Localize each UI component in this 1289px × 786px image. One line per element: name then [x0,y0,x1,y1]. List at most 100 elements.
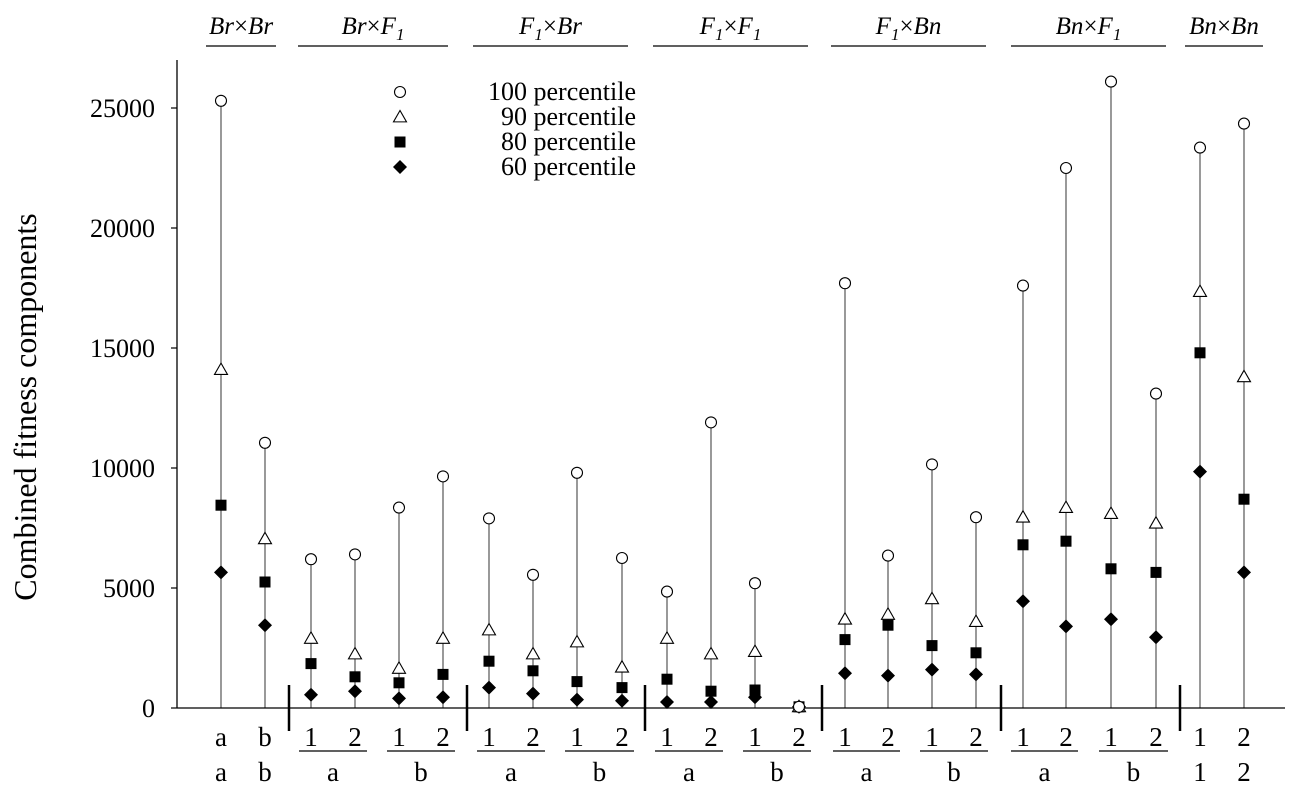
point-100-percentile [348,548,362,561]
point-60-percentile [304,687,318,702]
point-60-percentile [1016,594,1030,609]
point-90-percentile [481,622,497,636]
x-tick-label: b [258,722,272,752]
data-marks [213,75,1252,714]
point-90-percentile [968,613,984,628]
subgroup-label: b [593,757,607,786]
x-tick-label: 2 [704,722,718,752]
legend-marker [393,160,407,174]
x-tick-label: 1 [748,722,762,752]
subgroup-label: a [861,757,873,786]
point-100-percentile [526,568,540,581]
point-60-percentile [1149,630,1163,645]
point-80-percentile [1017,539,1029,551]
point-60-percentile [1104,612,1118,627]
point-100-percentile [304,553,318,566]
subgroup-label: a [327,757,339,786]
point-80-percentile [1105,563,1117,575]
point-90-percentile [347,646,363,660]
point-100-percentile [704,416,718,429]
x-tick-label-row2: 1 [1193,757,1207,786]
point-80-percentile [259,576,271,588]
point-100-percentile [392,501,406,514]
x-tick-label: 2 [436,722,450,752]
x-tick-label: 2 [969,722,983,752]
point-80-percentile [1238,493,1250,505]
x-tick-label: 1 [1193,722,1207,752]
subgroup-label: b [414,757,428,786]
point-90-percentile [303,630,319,644]
point-100-percentile [1104,75,1118,88]
point-100-percentile [482,512,496,525]
point-80-percentile [1060,535,1072,547]
point-90-percentile [659,630,675,644]
x-tick-label: 1 [838,722,852,752]
point-90-percentile [1148,515,1164,529]
subgroup-label: a [1039,757,1051,786]
x-tick-label: 1 [570,722,584,752]
subgroup-label: a [683,757,695,786]
x-tick-label: 2 [1237,722,1251,752]
subgroup-label: a [505,757,517,786]
subgroup-label: b [1127,757,1141,786]
point-80-percentile [661,673,673,685]
legend-label: 100 percentile [488,77,636,106]
subgroup-label: b [947,757,961,786]
y-tick-label: 10000 [90,454,155,483]
point-80-percentile [1194,347,1206,359]
point-100-percentile [1059,161,1073,175]
point-90-percentile [525,646,541,660]
point-90-percentile [391,660,407,674]
point-60-percentile [969,667,983,682]
point-100-percentile [660,585,674,598]
point-90-percentile [435,630,451,644]
group-title: Br×F1 [342,13,405,44]
y-tick-label: 5000 [103,574,155,603]
x-tick-label: 1 [925,722,939,752]
x-tick-label: 2 [881,722,895,752]
point-80-percentile [393,677,405,689]
point-60-percentile [1059,619,1073,634]
y-tick-label: 15000 [90,334,155,363]
point-100-percentile [615,551,629,565]
point-60-percentile [881,668,895,683]
y-tick-label: 25000 [90,94,155,123]
group-title: Br×Br [209,13,273,40]
x-tick-label: a [215,722,227,752]
point-80-percentile [616,682,628,694]
legend-label: 90 percentile [501,102,636,131]
point-80-percentile [882,619,894,631]
point-90-percentile [1103,505,1119,520]
point-100-percentile [792,700,806,713]
point-60-percentile [1237,565,1251,580]
x-tick-label: 1 [392,722,406,752]
point-80-percentile [349,671,361,683]
point-60-percentile [570,692,584,707]
point-60-percentile [258,618,272,633]
subgroup-label: b [770,757,784,786]
point-100-percentile [258,436,272,449]
x-tick-label-row2: b [258,757,272,786]
point-80-percentile [305,658,317,670]
point-60-percentile [925,662,939,677]
point-80-percentile [705,685,717,697]
x-tick-label: 2 [526,722,540,752]
x-tick-label: 1 [1016,722,1030,752]
x-tick-label: 1 [660,722,674,752]
x-tick-label: 2 [1059,722,1073,752]
point-80-percentile [437,668,449,680]
x-tick-label: 1 [304,722,318,752]
y-tick-label: 20000 [90,214,155,243]
point-90-percentile [257,531,273,545]
point-60-percentile [704,695,718,709]
point-60-percentile [214,565,228,580]
group-title: F1×Bn [875,13,942,44]
point-60-percentile [482,680,496,695]
point-100-percentile [1237,117,1251,130]
point-80-percentile [970,647,982,659]
point-80-percentile [215,499,227,511]
point-90-percentile [213,361,229,376]
x-tick-label: 2 [1149,722,1163,752]
point-60-percentile [1193,464,1207,479]
